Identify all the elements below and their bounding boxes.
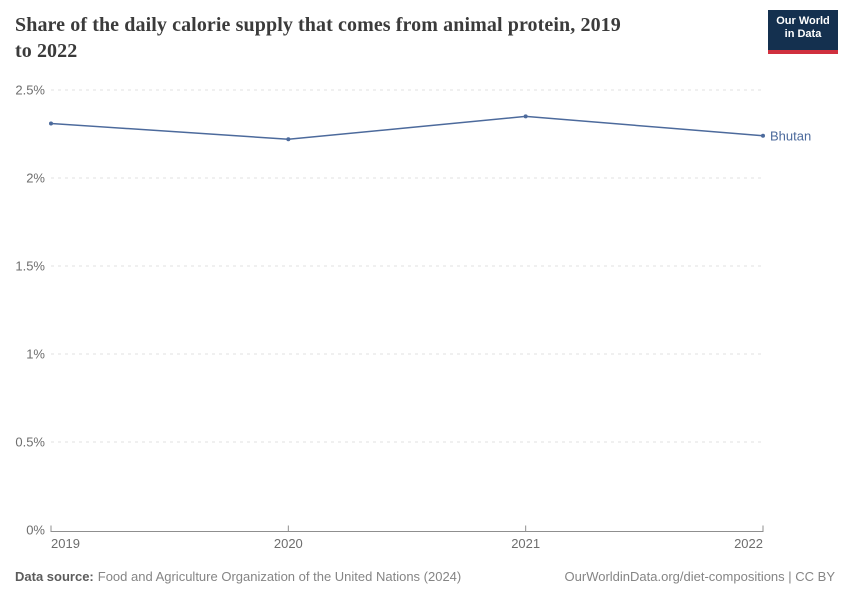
series-label-bhutan[interactable]: Bhutan: [770, 128, 811, 143]
page-title: Share of the daily calorie supply that c…: [15, 12, 755, 64]
owid-logo-text-line2: in Data: [784, 28, 822, 40]
x-tick-label-2019: 2019: [51, 536, 80, 551]
page-title-line2: to 2022: [15, 40, 78, 62]
y-tick-label-1%: 1%: [26, 347, 45, 362]
y-tick-label-1.5%: 1.5%: [15, 259, 45, 274]
attribution-link[interactable]: OurWorldinData.org/diet-compositions | C…: [564, 569, 835, 584]
x-tick-label-2020: 2020: [274, 536, 303, 551]
series-line-bhutan[interactable]: [50, 115, 764, 141]
data-point-2019[interactable]: [49, 121, 53, 126]
data-source-label: Data source:: [15, 569, 94, 584]
data-point-2021[interactable]: [523, 114, 528, 119]
x-tick-label-2022: 2022: [734, 536, 763, 551]
owid-logo[interactable]: Our World in Data: [768, 10, 838, 54]
y-tick-label-2%: 2%: [26, 171, 45, 186]
x-tick-label-2021: 2021: [511, 536, 540, 551]
data-source-note: Data source: Food and Agriculture Organiz…: [15, 569, 461, 584]
page-title-line1: Share of the daily calorie supply that c…: [15, 14, 621, 36]
data-source-text: Food and Agriculture Organization of the…: [97, 569, 462, 584]
y-tick-label-0%: 0%: [26, 523, 45, 538]
owid-logo-text-line1: Our World: [776, 15, 830, 27]
data-point-2022[interactable]: [761, 133, 765, 138]
y-tick-label-2.5%: 2.5%: [15, 83, 45, 98]
y-tick-label-0.5%: 0.5%: [15, 435, 45, 450]
data-point-2020[interactable]: [286, 137, 291, 142]
